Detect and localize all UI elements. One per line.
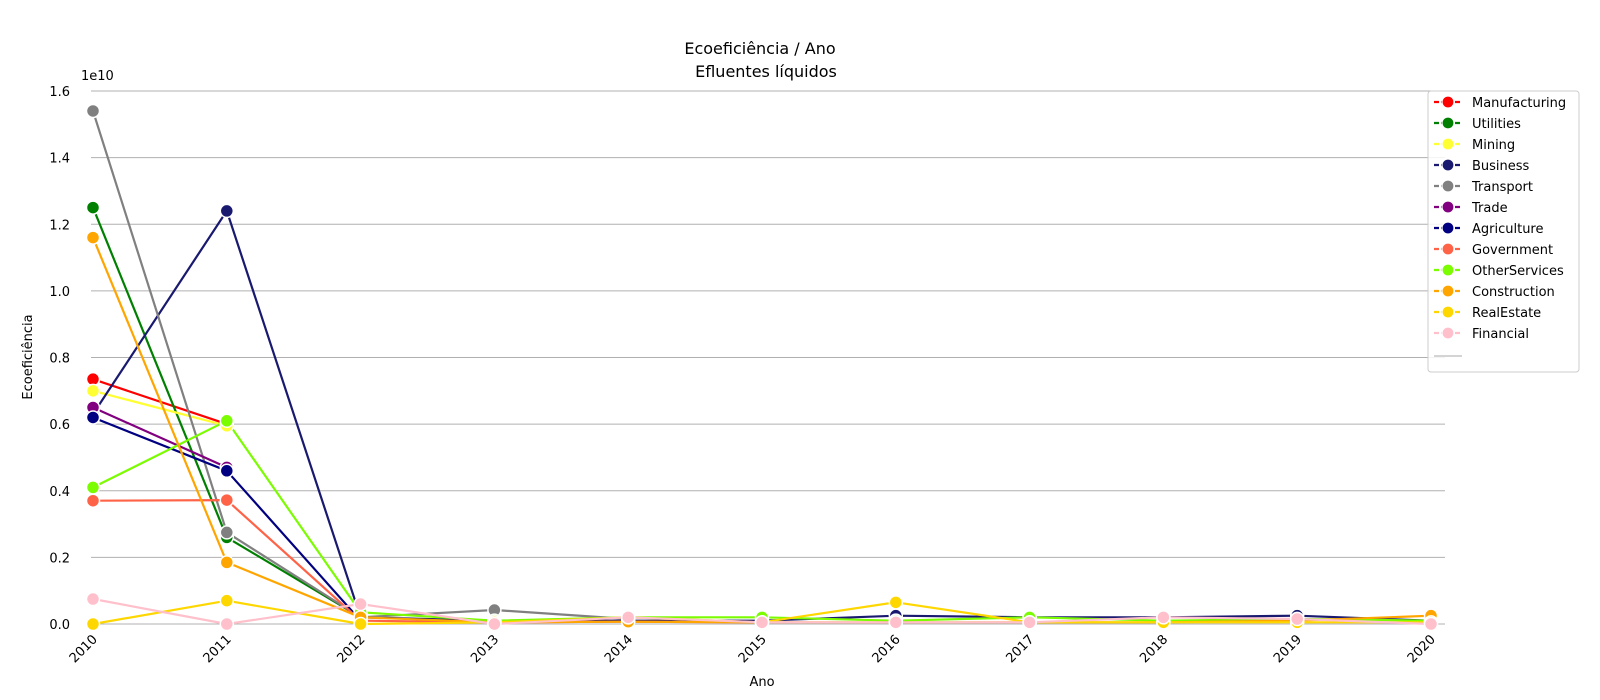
legend-marker-Utilities (1441, 116, 1455, 130)
data-point-Business-2011 (219, 203, 235, 219)
x-tick-labels: 2010 2011 2012 2013 2014 2015 2016 2017 2018 2019… (67, 632, 1439, 666)
legend-frame (1427, 90, 1580, 373)
data-point-Financial-2012 (353, 596, 368, 612)
series-line-Trade (92, 406, 228, 469)
data-point-RealEstate-2011 (219, 593, 235, 608)
legend-marker-Agriculture (1441, 221, 1455, 235)
data-point-Financial-2011 (219, 616, 235, 632)
series-line-Mining (92, 389, 228, 427)
legend-marker-Business (1441, 158, 1455, 172)
data-point-Financial-2017 (1022, 615, 1037, 630)
legend-entry-Government: Government (1472, 243, 1553, 258)
legend-entry-Agriculture: Agriculture (1472, 222, 1544, 237)
legend-entry-OtherServices: OtherServices (1472, 264, 1564, 279)
y-multiplier-label: 1e10 (81, 69, 114, 84)
data-point-Agriculture-2010 (85, 410, 101, 425)
data-point-Transport-2011 (219, 525, 235, 540)
y-axis-label: Ecoeficiência (21, 314, 36, 399)
chart-title: Ecoeficiência / Ano (684, 39, 835, 58)
legend-marker-Manufacturing (1441, 95, 1455, 109)
legend-entry-Mining: Mining (1472, 138, 1515, 153)
x-tick-label-2014: 2014 (602, 632, 636, 666)
legend-marker-Mining (1441, 137, 1455, 151)
data-point-OtherServices-2010 (85, 480, 101, 495)
data-point-Agriculture-2011 (219, 463, 235, 479)
legend-entry-Utilities: Utilities (1472, 117, 1521, 132)
legend-marker-RealEstate (1441, 305, 1455, 319)
series-line-Government (92, 499, 763, 624)
legend-entry-Business: Business (1472, 159, 1530, 174)
data-point-Financial-2019 (1289, 611, 1305, 627)
x-tick-label-2011: 2011 (201, 632, 235, 666)
legend-marker-Transport (1441, 179, 1455, 193)
series-line-Agriculture (92, 416, 362, 622)
data-point-Financial-2016 (888, 615, 904, 630)
data-point-Financial-2020 (1423, 616, 1439, 632)
x-tick-label-2017: 2017 (1003, 632, 1037, 666)
x-tick-label-2015: 2015 (736, 632, 770, 666)
data-point-RealEstate-2010 (85, 616, 101, 632)
y-tick-label-3: 0.6 (49, 418, 70, 433)
legend-entry-RealEstate: RealEstate (1472, 306, 1541, 321)
data-point-Financial-2015 (754, 615, 770, 630)
y-tick-label-7: 1.4 (49, 152, 70, 167)
y-tick-label-4: 0.8 (49, 352, 70, 367)
legend: Manufacturing Utilities Mining Business Tran… (1427, 90, 1580, 373)
gridlines (91, 90, 1445, 625)
series-line-Transport (91, 110, 629, 621)
x-tick-label-2013: 2013 (468, 632, 502, 666)
data-point-RealEstate-2016 (888, 595, 904, 610)
data-point-Financial-2018 (1156, 610, 1171, 625)
y-tick-label-1: 0.2 (49, 551, 70, 566)
series-line-Construction (91, 237, 1432, 624)
y-tick-label-0: 0.0 (49, 618, 70, 633)
chart-subtitle: Efluentes líquidos (695, 62, 837, 81)
x-tick-label-2018: 2018 (1137, 632, 1171, 666)
y-tick-label-8: 1.6 (49, 85, 70, 100)
y-tick-label-6: 1.2 (49, 218, 70, 233)
legend-marker-Government (1441, 242, 1455, 256)
legend-entry-Transport: Transport (1471, 180, 1533, 195)
legend-marker-Construction (1441, 284, 1455, 298)
x-tick-label-2012: 2012 (334, 632, 368, 666)
legend-entry-Trade: Trade (1471, 201, 1508, 216)
series-markers (85, 103, 1439, 632)
data-point-Government-2011 (219, 492, 235, 508)
x-tick-label-2020: 2020 (1405, 632, 1439, 666)
data-point-Financial-2013 (487, 616, 502, 632)
y-tick-label-5: 1.0 (49, 285, 70, 300)
legend-entry-Financial: Financial (1472, 327, 1529, 342)
legend-marker-Financial (1441, 326, 1455, 340)
x-tick-label-2010: 2010 (67, 632, 101, 666)
data-point-RealEstate-2012 (353, 616, 368, 632)
data-point-Construction-2011 (219, 555, 235, 570)
legend-marker-Trade (1441, 200, 1455, 214)
data-point-Transport-2010 (85, 103, 101, 119)
data-point-Utilities-2010 (85, 200, 101, 215)
data-point-Financial-2014 (620, 610, 636, 625)
x-tick-label-2016: 2016 (870, 632, 904, 666)
y-tick-label-2: 0.4 (49, 485, 70, 500)
y-tick-labels: 0.0 0.2 0.4 0.6 0.8 1.0 1.2 1.4 1.6 (49, 85, 70, 633)
legend-entry-Construction: Construction (1472, 285, 1555, 300)
legend-marker-OtherServices (1441, 263, 1455, 277)
legend-entry-Manufacturing: Manufacturing (1472, 96, 1566, 111)
x-tick-label-2019: 2019 (1271, 632, 1305, 666)
data-point-Mining-2010 (85, 383, 101, 399)
data-point-Construction-2010 (85, 230, 101, 245)
x-axis-label: Ano (749, 675, 774, 690)
data-point-Financial-2010 (85, 591, 101, 607)
data-point-OtherServices-2011 (219, 413, 235, 429)
series-lines (91, 110, 1432, 626)
data-point-Government-2010 (85, 493, 101, 508)
